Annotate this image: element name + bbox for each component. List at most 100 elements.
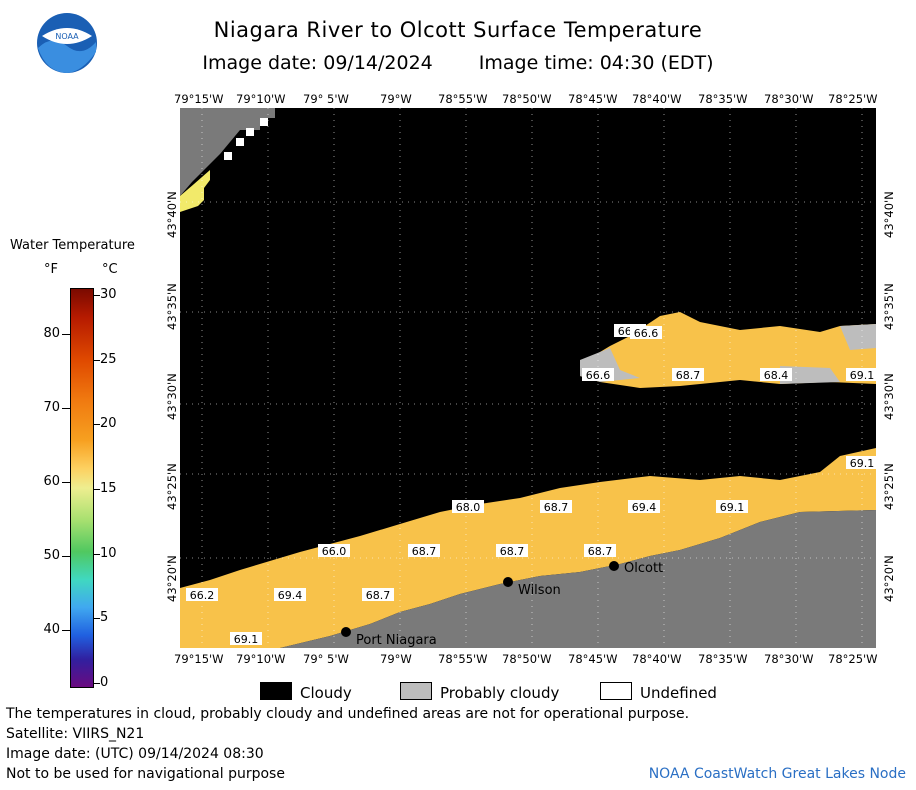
temperature-label: 69.4 bbox=[632, 501, 657, 514]
legend-tickmark-c bbox=[94, 618, 100, 620]
latitude-label: 43°35'N bbox=[882, 283, 896, 330]
latitude-label: 43°25'N bbox=[882, 463, 896, 510]
temperature-map: 66.6 66.0 66.6 68.7 68.4 69.1 69.1 68.0 68.7 69.4… bbox=[180, 108, 876, 648]
svg-text:NOAA: NOAA bbox=[55, 32, 79, 41]
temperature-label: 69.1 bbox=[850, 457, 875, 470]
legend-tick-c: 5 bbox=[100, 610, 109, 626]
temperature-label-bg bbox=[846, 368, 876, 381]
temperature-label: 69.4 bbox=[278, 589, 303, 602]
temperature-label: 66.6 bbox=[586, 369, 611, 382]
unit-fahrenheit: °F bbox=[44, 262, 58, 277]
satellite-text: Satellite: VIIRS_N21 bbox=[6, 726, 145, 742]
latitude-label: 43°30'N bbox=[882, 373, 896, 420]
undefined-swatch bbox=[600, 682, 632, 700]
temperature-label-bg bbox=[318, 544, 350, 557]
longitude-label: 78°40'W bbox=[632, 652, 682, 666]
latitude-label: 43°20'N bbox=[882, 555, 896, 602]
legend-tick-c: 25 bbox=[100, 351, 117, 367]
longitude-label: 79° 5'W bbox=[303, 652, 349, 666]
legend-tick-f: 40 bbox=[43, 622, 60, 637]
longitude-label: 78°30'W bbox=[764, 652, 814, 666]
legend-tickmark-c bbox=[94, 553, 100, 555]
temperature-label-bg bbox=[672, 368, 704, 381]
longitude-label: 79°15'W bbox=[174, 652, 224, 666]
longitude-label: 78°50'W bbox=[502, 92, 552, 106]
temperature-label-bg bbox=[496, 544, 528, 557]
temperature-label: 68.7 bbox=[500, 545, 525, 558]
temperature-label-bg bbox=[628, 500, 660, 513]
temperature-label: 66.6 bbox=[634, 327, 659, 340]
longitude-label: 78°25'W bbox=[828, 652, 878, 666]
legend-tick-c: 10 bbox=[100, 545, 117, 561]
place-label: Olcott bbox=[624, 561, 663, 576]
longitude-label: 78°30'W bbox=[764, 92, 814, 106]
temperature-label-bg bbox=[362, 588, 394, 601]
longitude-label: 79°W bbox=[380, 92, 412, 106]
probably-cloudy-swatch bbox=[400, 682, 432, 700]
temperature-label-bg bbox=[452, 500, 484, 513]
legend-tick-c: 0 bbox=[100, 675, 109, 690]
legend-tickmark-f bbox=[62, 482, 70, 483]
image-date: Image date: 09/14/2024 bbox=[202, 52, 433, 74]
temperature-label: 69.1 bbox=[850, 369, 875, 382]
longitude-label: 78°45'W bbox=[568, 652, 618, 666]
longitude-label: 78°35'W bbox=[698, 652, 748, 666]
longitude-label: 79°W bbox=[380, 652, 412, 666]
temperature-labels: 66.6 66.0 66.6 68.7 68.4 69.1 69.1 68.0 68.7 69.4… bbox=[186, 324, 876, 646]
temperature-label: 68.7 bbox=[544, 501, 569, 514]
temperature-label: 68.7 bbox=[676, 369, 701, 382]
legend-title: Water Temperature bbox=[10, 238, 135, 253]
legend-tick-f: 70 bbox=[43, 400, 60, 415]
legend-tickmark-c bbox=[94, 489, 100, 490]
page-title: Niagara River to Olcott Surface Temperat… bbox=[213, 18, 703, 42]
temperature-label-bg bbox=[760, 368, 792, 381]
temperature-label-bg bbox=[230, 632, 262, 645]
noaa-logo-icon: NOAA bbox=[37, 13, 97, 73]
place-marker bbox=[341, 627, 351, 637]
temperature-label-bg bbox=[540, 500, 572, 513]
temperature-label-bg bbox=[582, 368, 614, 381]
longitude-label: 79°10'W bbox=[236, 92, 286, 106]
legend-tick-c: 30 bbox=[100, 287, 117, 302]
legend-tickmark-f bbox=[62, 630, 70, 631]
legend-tickmark-f bbox=[62, 334, 70, 335]
temperature-label-bg bbox=[846, 456, 876, 469]
legend-tickmark-c bbox=[94, 295, 100, 296]
temperature-label: 68.7 bbox=[366, 589, 391, 602]
legend-tick-f: 50 bbox=[43, 548, 60, 563]
temperature-label-bg bbox=[274, 588, 306, 601]
place-label: Wilson bbox=[518, 583, 561, 598]
places: Olcott Wilson Port Niagara bbox=[341, 561, 663, 648]
longitude-label: 78°40'W bbox=[632, 92, 682, 106]
temperature-label: 66.0 bbox=[322, 545, 347, 558]
temperature-label-bg bbox=[186, 588, 218, 601]
land-south bbox=[280, 510, 876, 648]
temperature-label: 66.2 bbox=[190, 589, 215, 602]
legend-tick-c: 20 bbox=[100, 416, 117, 432]
temperature-label-bg bbox=[584, 544, 616, 557]
legend-tickmark-f bbox=[62, 556, 70, 557]
latitude-label: 43°30'N bbox=[165, 373, 179, 420]
longitude-label: 79°15'W bbox=[174, 92, 224, 106]
unit-celsius: °C bbox=[102, 262, 118, 277]
place-marker bbox=[609, 561, 619, 571]
temperature-label-bg bbox=[716, 500, 748, 513]
temperature-label: 69.1 bbox=[720, 501, 745, 514]
legend-tickmark-c bbox=[94, 424, 100, 426]
utc-date-text: Image date: (UTC) 09/14/2024 08:30 bbox=[6, 746, 264, 762]
temperature-label: 68.0 bbox=[456, 501, 481, 514]
place-label: Port Niagara bbox=[356, 633, 437, 648]
image-time: Image time: 04:30 (EDT) bbox=[478, 52, 714, 74]
legend-tickmark-f bbox=[62, 408, 70, 409]
temperature-label: 68.4 bbox=[764, 369, 789, 382]
longitude-label: 79° 5'W bbox=[303, 92, 349, 106]
cloudy-swatch bbox=[260, 682, 292, 700]
longitude-label: 78°55'W bbox=[438, 652, 488, 666]
longitude-label: 78°35'W bbox=[698, 92, 748, 106]
image-datetime: Image date: 09/14/2024 Image time: 04:30… bbox=[0, 52, 916, 74]
legend-tickmark-c bbox=[94, 359, 100, 361]
place-marker bbox=[503, 577, 513, 587]
legend-tick-c: 15 bbox=[100, 481, 117, 496]
undefined-label: Undefined bbox=[640, 684, 717, 702]
legend-tick-f: 60 bbox=[43, 474, 60, 489]
